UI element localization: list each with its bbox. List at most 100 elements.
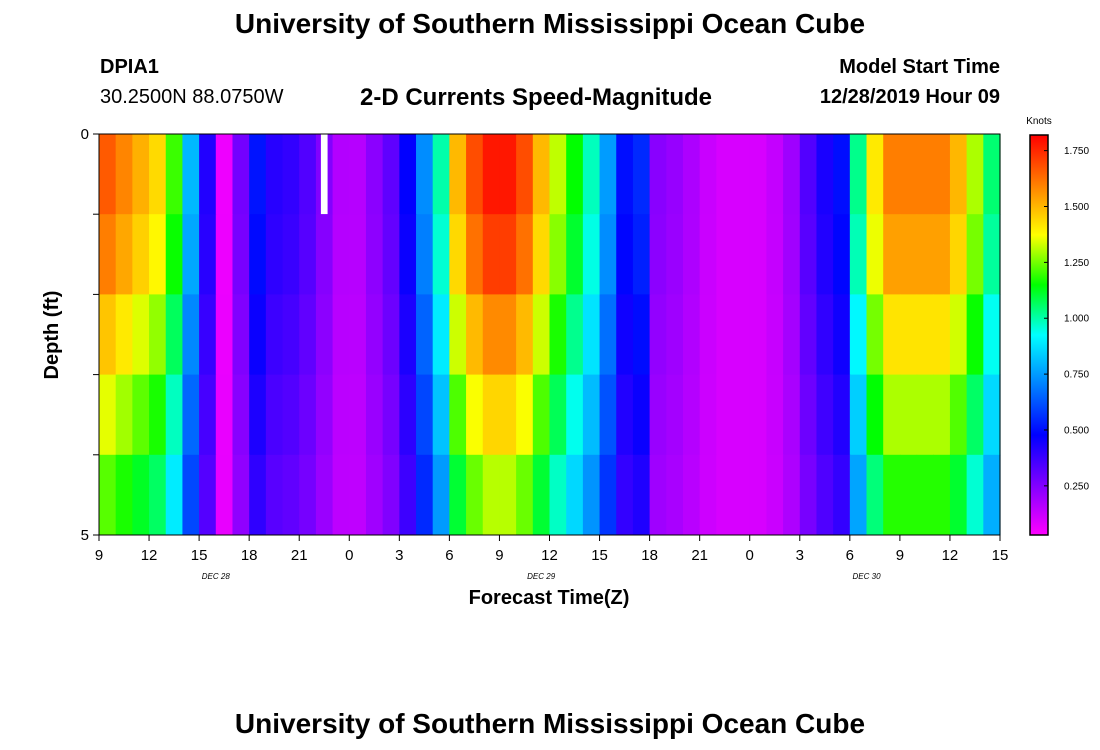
heatmap-cell [766,374,784,456]
heatmap-cell [199,294,217,376]
heatmap-cell [799,374,818,456]
model-start-value: 12/28/2019 Hour 09 [819,86,1000,108]
heatmap-cell [749,214,768,295]
heatmap-cell [99,294,117,376]
heatmap-cell [833,134,851,215]
heatmap-cell [265,294,284,376]
colorbar-tick-label: 1.750 [1064,146,1089,157]
heatmap-cell [916,374,934,456]
x-tick-label: 9 [896,547,904,564]
heatmap-cell [516,454,534,536]
chart-title: 2-D Currents Speed-Magnitude [360,84,713,111]
heatmap-chart: 9 12 15 18 21 0 3 6 9 12 15 18 21 0 3 6 9 12 15 DEC 28 DEC 2… [41,116,1089,609]
x-tick-label: 12 [541,547,558,564]
heatmap-cell [432,454,450,536]
heatmap-cell [716,134,734,215]
heatmap-cell [966,214,984,295]
heatmap-cell [749,134,768,215]
heatmap-cell [466,134,484,215]
heatmap-cell [215,214,234,295]
heatmap-cell [582,374,601,456]
y-axis-title: Depth (ft) [41,291,63,380]
missing-data-cell [320,134,328,215]
heatmap-cell [899,454,918,536]
heatmap-cell [365,214,384,295]
heatmap-cell [632,214,651,295]
heatmap-cell [399,374,417,456]
heatmap-cell [416,134,434,215]
heatmap-cell [482,374,501,456]
colorbar-tick-label: 0.750 [1064,370,1089,381]
heatmap-cell [265,134,284,215]
heatmap-cell [199,214,217,295]
heatmap-cell [482,134,501,215]
heatmap-cell [132,294,150,376]
heatmap-cell [449,134,467,215]
heatmap-cell [449,214,467,295]
heatmap-cell [232,134,250,215]
heatmap-cell [749,454,768,536]
heatmap-cell [115,294,133,376]
heatmap-cell [315,374,334,456]
heatmap-cell [349,454,367,536]
heatmap-cell [599,294,617,376]
heatmap-cell [599,214,617,295]
heatmap-cell [799,454,818,536]
heatmap-cell [849,294,868,376]
colorbar-gradient [1029,134,1049,536]
heatmap-cell [115,134,133,215]
heatmap-cell [833,454,851,536]
heatmap-cell [282,294,300,376]
heatmap-cell [849,374,868,456]
heatmap-cell [99,454,117,536]
heatmap-cell [332,454,350,536]
colorbar-unit: Knots [1026,116,1052,127]
heatmap-cell [933,454,951,536]
heatmap-cell [883,454,901,536]
heatmap-cell [549,294,567,376]
heatmap-cell [666,454,684,536]
heatmap-cell [566,134,584,215]
heatmap-cell [749,294,768,376]
heatmap-cell [716,294,734,376]
heatmap-cell [249,214,267,295]
heatmap-cell [866,214,884,295]
heatmap-cell [199,134,217,215]
heatmap-cell [382,214,400,295]
heatmap-cell [783,214,801,295]
heatmap-cell [132,214,150,295]
heatmap-cell [182,454,200,536]
heatmap-cell [232,214,250,295]
heatmap-cell [532,134,551,215]
model-start-label: Model Start Time [839,56,1000,78]
heatmap-cell [165,214,184,295]
heatmap-cell [382,374,400,456]
heatmap-cell [365,134,384,215]
heatmap-cell [783,374,801,456]
heatmap-cell [399,214,417,295]
date-label: DEC 30 [853,572,882,581]
heatmap-cell [816,374,834,456]
heatmap-cell [182,214,200,295]
heatmap-cell [983,454,1001,536]
heatmap-cell [699,134,717,215]
heatmap-cell [132,454,150,536]
heatmap-cell [983,214,1001,295]
y-axis: 05 [81,126,99,544]
heatmap-cell [149,374,167,456]
heatmap-cell [799,134,818,215]
heatmap-cell [132,134,150,215]
heatmap-cell [549,134,567,215]
heatmap-cell [699,454,717,536]
heatmap-cell [783,454,801,536]
heatmap-cell [532,454,551,536]
station-location: 30.2500N 88.0750W [100,86,284,108]
heatmap-cell [916,294,934,376]
heatmap-cell [215,374,234,456]
heatmap-cell [382,294,400,376]
heatmap-cell [983,294,1001,376]
heatmap-cell [833,374,851,456]
x-tick-label: 3 [796,547,804,564]
heatmap-cell [949,134,968,215]
heatmap-cell [883,374,901,456]
